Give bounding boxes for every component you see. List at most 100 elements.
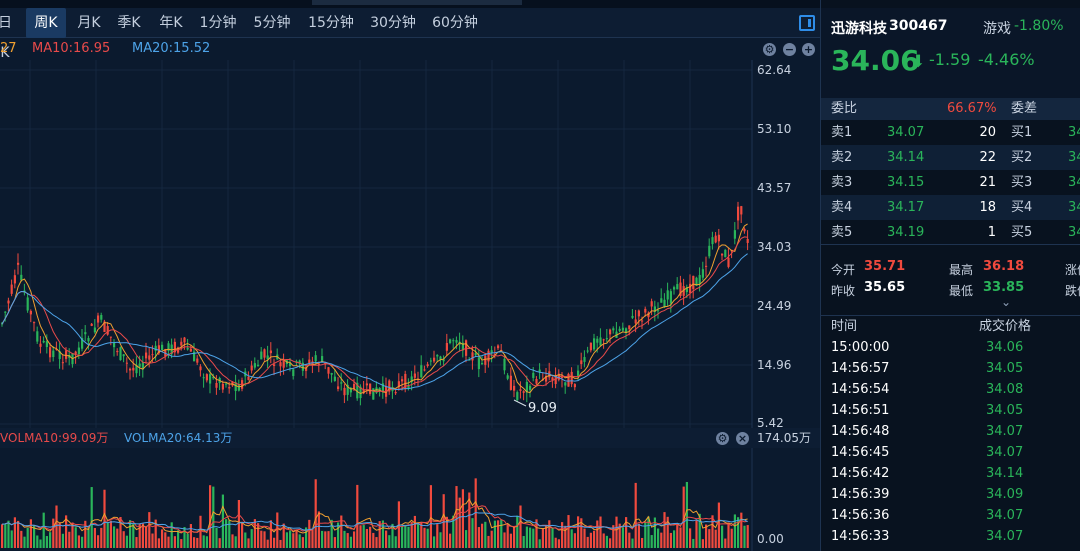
layout-toggle-icon[interactable] xyxy=(799,15,815,31)
candle-body xyxy=(689,283,692,293)
volume-bar xyxy=(391,523,394,548)
volume-bar xyxy=(458,497,461,548)
tab-30min[interactable]: 30分钟 xyxy=(370,15,416,31)
trade-time: 14:56:33 xyxy=(831,529,890,544)
volume-bar xyxy=(33,525,36,548)
tab-season-k[interactable]: 季K xyxy=(117,15,141,31)
volume-bar xyxy=(567,515,570,548)
volume-bar xyxy=(423,527,426,548)
volume-bar xyxy=(84,520,87,548)
volume-bar xyxy=(737,517,740,548)
volume-bar xyxy=(234,536,237,548)
top-search-slot[interactable] xyxy=(312,0,522,5)
candle-body xyxy=(493,354,496,356)
candle-body xyxy=(522,391,525,393)
sell-label: 卖2 xyxy=(831,150,853,165)
candlestick-chart[interactable]: 9.09 62.64 53.10 43.57 34.03 24.49 14.96… xyxy=(0,60,820,428)
tab-1min[interactable]: 1分钟 xyxy=(199,15,237,31)
candle-body xyxy=(596,338,599,343)
candle-body xyxy=(279,362,282,367)
volume-bar xyxy=(349,536,352,548)
candle-body xyxy=(372,388,375,400)
candle-body xyxy=(186,347,189,350)
volume-bar xyxy=(375,537,378,548)
candle-body xyxy=(7,300,10,304)
volume-bar xyxy=(330,519,333,548)
ma5-line xyxy=(1,223,748,395)
expand-chevron-icon[interactable]: ⌄ xyxy=(1001,295,1012,309)
sector-change: -1.80% xyxy=(1014,18,1064,34)
volume-bar xyxy=(282,523,285,548)
gear-icon[interactable]: ⚙ xyxy=(763,43,776,56)
buy-price: 34 xyxy=(1068,150,1080,165)
volume-bar xyxy=(340,515,343,548)
volume-bar xyxy=(417,523,420,548)
candle-body xyxy=(87,338,90,342)
zoom-out-icon[interactable]: − xyxy=(783,43,796,56)
volume-chart[interactable]: 0.00 xyxy=(0,448,820,551)
tab-5min[interactable]: 5分钟 xyxy=(253,15,291,31)
limit-down-label: 跌停 xyxy=(1065,284,1080,298)
trade-price: 34.14 xyxy=(986,466,1024,481)
volume-bar xyxy=(45,536,48,548)
volume-bar xyxy=(509,533,512,548)
sector-name[interactable]: 游戏 xyxy=(983,21,1011,37)
volume-gear-icon[interactable]: ⚙ xyxy=(716,432,729,445)
open-value: 35.71 xyxy=(864,259,906,274)
zoom-in-icon[interactable]: + xyxy=(802,43,815,56)
tab-15min[interactable]: 15分钟 xyxy=(308,15,354,31)
volume-bar xyxy=(471,518,474,548)
volume-bar xyxy=(407,526,410,548)
volume-bar xyxy=(689,528,692,548)
sell-label: 卖5 xyxy=(831,225,853,240)
stock-name: 迅游科技 xyxy=(831,21,887,37)
axis-tick: 14.96 xyxy=(757,358,791,372)
sell-price: 34.15 xyxy=(887,175,925,190)
volume-bar xyxy=(273,537,276,548)
chart-panel: 日K 周K 月K 季K 年K 1分钟 5分钟 15分钟 30分钟 60分钟 27… xyxy=(0,0,820,551)
volume-bar xyxy=(481,523,484,548)
tab-60min[interactable]: 60分钟 xyxy=(432,15,478,31)
candle-body xyxy=(13,275,16,284)
candle-body xyxy=(717,234,720,242)
candle-body xyxy=(266,355,269,360)
candle-body xyxy=(93,327,96,333)
volume-bar xyxy=(650,535,653,548)
quote-stats: 今开 35.71 最高 36.18 涨停 昨收 35.65 最低 33.85 跌… xyxy=(821,255,1080,315)
stock-header: 迅游科技 300467 游戏 -1.80% 34.06 ⬇ -1.59 -4.4… xyxy=(821,8,1080,98)
axis-tick: 53.10 xyxy=(757,122,791,136)
candle-body xyxy=(65,350,68,359)
candle-body xyxy=(509,375,512,390)
candle-body xyxy=(474,353,477,356)
candle-body xyxy=(33,322,36,324)
volume-bar xyxy=(58,522,61,548)
volume-bar xyxy=(465,530,468,548)
candle-body xyxy=(519,389,522,391)
buy-price: 34 xyxy=(1068,225,1080,240)
candle-body xyxy=(29,310,32,315)
volume-close-icon[interactable]: × xyxy=(736,432,749,445)
volume-bar xyxy=(10,530,13,548)
buy-label: 买4 xyxy=(1011,200,1033,215)
volume-bar xyxy=(673,530,676,548)
volume-bar xyxy=(573,533,576,548)
tab-month-k[interactable]: 月K xyxy=(77,15,101,31)
tab-week-k[interactable]: 周K xyxy=(26,8,66,38)
candle-body xyxy=(183,337,186,343)
candle-body xyxy=(573,384,576,388)
volume-bar xyxy=(714,529,717,548)
candle-body xyxy=(180,341,183,346)
candle-body xyxy=(151,354,154,356)
candle-body xyxy=(705,265,708,267)
volume-bar xyxy=(301,537,304,548)
candle-body xyxy=(695,277,698,286)
volma20-value: VOLMA20:64.13万 xyxy=(124,431,233,445)
volume-bar xyxy=(71,522,74,548)
candle-body xyxy=(340,382,343,384)
volume-bar xyxy=(647,516,650,548)
candle-body xyxy=(81,338,84,349)
volume-bar xyxy=(183,527,186,548)
price-change: -1.59 xyxy=(929,50,971,69)
tab-day-k[interactable]: 日K xyxy=(0,15,12,61)
tab-year-k[interactable]: 年K xyxy=(159,15,183,31)
